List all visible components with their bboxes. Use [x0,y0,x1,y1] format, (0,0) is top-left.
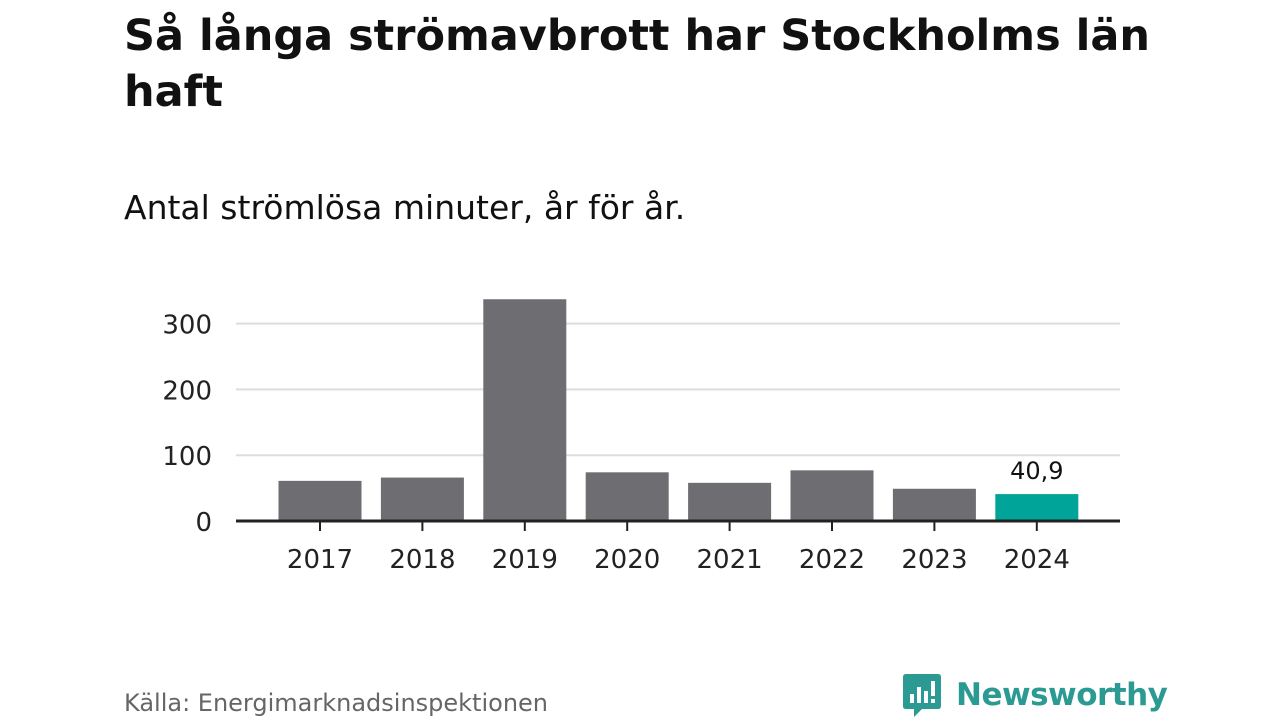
x-tick-label: 2024 [1004,545,1070,575]
x-tick-label: 2021 [697,545,763,575]
bar-2024 [995,494,1079,521]
y-tick-label: 100 [162,442,212,472]
chart-subtitle: Antal strömlösa minuter, år för år. [124,188,686,227]
bar-2022 [790,470,874,521]
bar-2021 [688,482,772,521]
x-tick-label: 2019 [492,545,558,575]
data-label: 40,9 [1010,457,1063,485]
y-tick-label: 200 [162,376,212,406]
bar-2019 [483,299,567,521]
chart-title: Så långa strömavbrott har Stockholms län… [124,11,1151,117]
x-tick-label: 2017 [287,545,353,575]
y-tick-label: 300 [162,311,212,341]
x-tick-label: 2023 [901,545,967,575]
bar-2020 [585,472,669,521]
bar-2018 [380,477,464,521]
x-tick-label: 2020 [594,545,660,575]
newsworthy-brand: Newsworthy [902,670,1168,720]
brand-name: Newsworthy [956,677,1168,713]
bar-2017 [278,480,362,521]
source-note: Källa: Energimarknadsinspektionen [124,689,549,717]
bar-2023 [892,488,976,521]
x-tick-label: 2018 [389,545,455,575]
y-tick-label: 0 [195,508,212,538]
x-tick-label: 2022 [799,545,865,575]
chart-bubble-icon [903,674,941,717]
